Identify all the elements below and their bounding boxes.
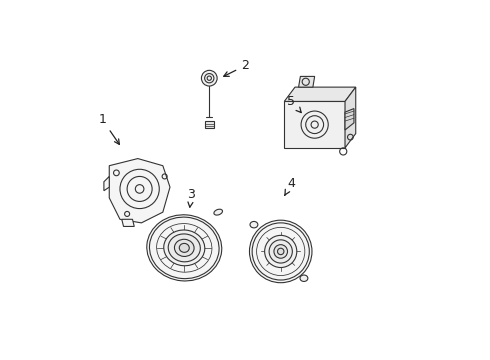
- Text: 5: 5: [288, 95, 301, 113]
- Ellipse shape: [147, 215, 222, 281]
- Ellipse shape: [269, 240, 293, 263]
- Ellipse shape: [252, 223, 309, 280]
- Polygon shape: [122, 219, 134, 226]
- Polygon shape: [345, 109, 354, 130]
- Text: 4: 4: [285, 177, 295, 195]
- Circle shape: [201, 70, 217, 86]
- Polygon shape: [104, 176, 109, 191]
- Text: 2: 2: [224, 59, 249, 76]
- Ellipse shape: [274, 245, 288, 258]
- Polygon shape: [284, 102, 345, 148]
- Text: 1: 1: [98, 113, 120, 144]
- Ellipse shape: [164, 230, 205, 266]
- Ellipse shape: [277, 248, 284, 255]
- Polygon shape: [284, 87, 356, 102]
- Polygon shape: [205, 121, 214, 128]
- Polygon shape: [109, 158, 170, 223]
- Ellipse shape: [265, 235, 297, 267]
- Ellipse shape: [149, 217, 219, 279]
- Ellipse shape: [168, 234, 200, 262]
- Ellipse shape: [174, 239, 194, 256]
- Polygon shape: [298, 76, 315, 87]
- Ellipse shape: [179, 243, 189, 252]
- Ellipse shape: [250, 221, 258, 228]
- Ellipse shape: [214, 209, 222, 215]
- Ellipse shape: [249, 220, 312, 283]
- Polygon shape: [345, 87, 356, 148]
- Text: 3: 3: [188, 188, 196, 207]
- Ellipse shape: [300, 275, 308, 282]
